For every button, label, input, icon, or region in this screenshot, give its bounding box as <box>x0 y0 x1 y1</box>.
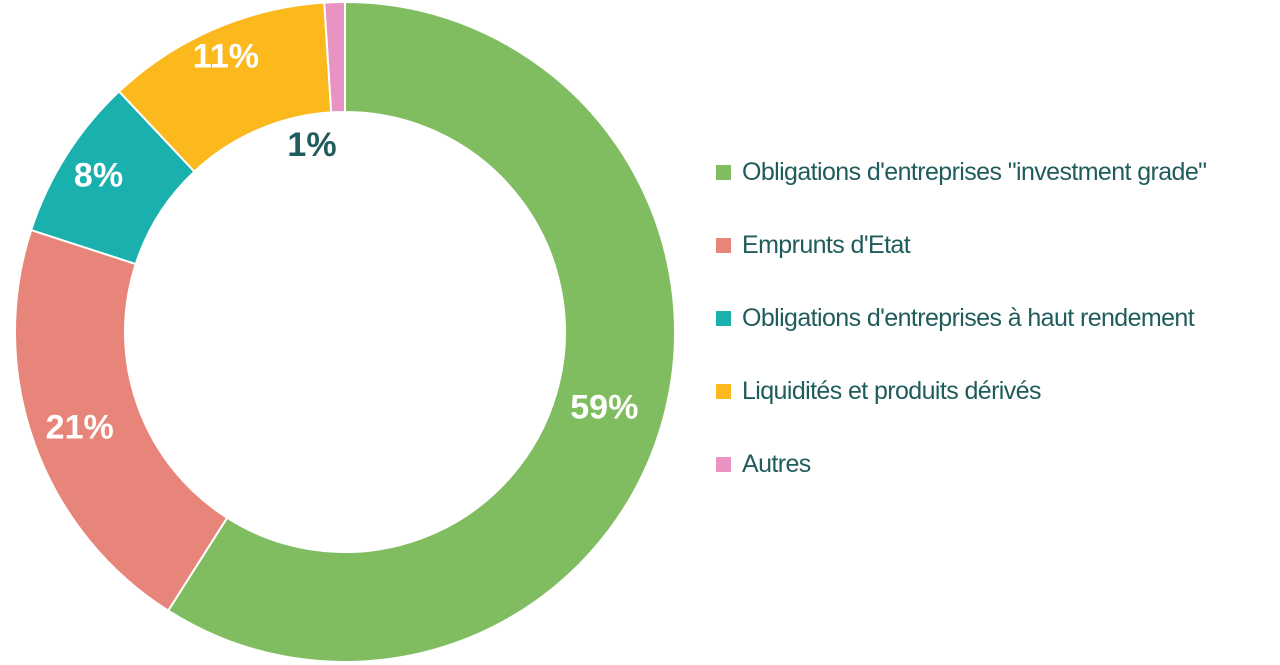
donut-slice <box>14 228 229 613</box>
legend-label: Liquidités et produits dérivés <box>742 376 1041 405</box>
legend-item: Liquidités et produits dérivés <box>716 371 1206 411</box>
slice-value-label: 59% <box>570 388 638 426</box>
legend-item: Obligations d'entreprises "investment gr… <box>716 152 1207 192</box>
legend-label: Obligations d'entreprises "investment gr… <box>742 157 1207 186</box>
chart-legend: Obligations d'entreprises "investment gr… <box>716 152 1207 517</box>
legend-swatch <box>716 310 731 326</box>
legend-label: Autres <box>742 449 811 478</box>
slice-value-label: 21% <box>46 409 114 447</box>
legend-item: Emprunts d'Etat <box>716 225 1206 265</box>
slice-value-label: 11% <box>193 38 259 76</box>
donut-chart: 59% 21% 8% 11% 1% <box>14 0 676 663</box>
donut-slices <box>14 0 676 663</box>
legend-swatch <box>716 164 731 180</box>
donut-slice <box>166 0 676 663</box>
donut-slice-labels: 59% 21% 8% 11% 1% <box>46 38 639 447</box>
legend-swatch <box>716 456 731 472</box>
legend-item: Obligations d'entreprises à haut rendeme… <box>716 298 1206 338</box>
legend-label: Obligations d'entreprises à haut rendeme… <box>742 303 1195 332</box>
legend-swatch <box>716 383 731 399</box>
legend-swatch <box>716 237 731 253</box>
legend-label: Emprunts d'Etat <box>742 230 911 259</box>
slice-value-label: 8% <box>74 157 123 195</box>
slice-value-label: 1% <box>287 126 336 164</box>
donut-slice <box>323 0 346 114</box>
legend-item: Autres <box>716 444 1206 484</box>
